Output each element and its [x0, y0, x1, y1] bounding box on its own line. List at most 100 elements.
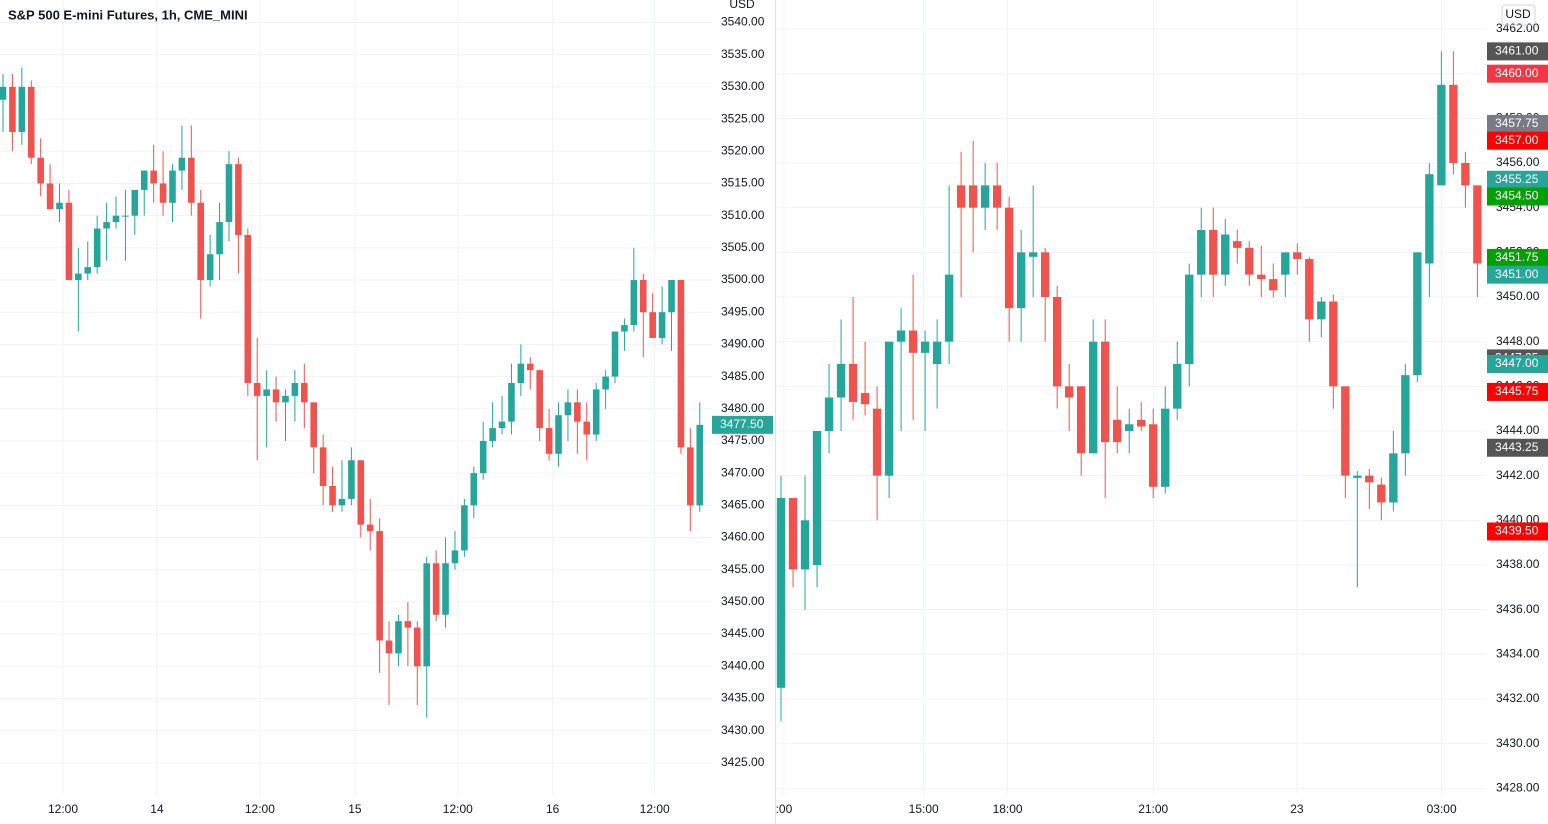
y-tick-label: 3430.00 — [721, 723, 765, 737]
candle-body — [159, 183, 167, 203]
y-tick-label: 3432.00 — [1496, 691, 1540, 705]
candle-body — [1449, 84, 1458, 164]
candle-body — [1437, 84, 1446, 186]
candle-body — [1076, 386, 1086, 454]
candle-body — [112, 215, 120, 223]
candle-body — [1088, 341, 1098, 454]
candle-body — [1125, 424, 1134, 431]
price-tag-label: 3457.00 — [1495, 133, 1539, 147]
y-tick-label: 3520.00 — [721, 143, 765, 157]
candle-body — [812, 430, 822, 565]
candle-body — [18, 86, 26, 132]
candle-body — [1040, 252, 1050, 298]
y-tick-label: 3438.00 — [1496, 557, 1540, 571]
price-tag — [1487, 131, 1548, 150]
candle-body — [602, 376, 609, 390]
price-tag-label: 3447.00 — [1495, 356, 1539, 370]
plot-area — [0, 0, 712, 795]
candle-body — [824, 397, 834, 431]
candle-body — [1401, 375, 1410, 454]
axis-unit: USD — [729, 0, 755, 11]
candle-body — [1173, 364, 1182, 409]
price-tag — [1487, 265, 1548, 284]
y-tick-label: 3475.00 — [721, 433, 765, 447]
candle-body — [216, 222, 223, 255]
candle-body — [1101, 341, 1110, 443]
candle-body — [461, 505, 468, 551]
candle-body — [310, 402, 318, 448]
axis-unit: USD — [1505, 7, 1531, 21]
candle-body — [536, 370, 543, 429]
candle-body — [1197, 230, 1206, 275]
candle-body — [9, 86, 16, 132]
candle-body — [140, 170, 148, 190]
candle-body — [1317, 301, 1326, 320]
y-tick-label: 3455.00 — [721, 562, 765, 576]
candle-body — [0, 86, 7, 100]
candle-body — [1425, 174, 1434, 264]
plot-area — [776, 0, 1487, 795]
price-tag — [1487, 355, 1548, 374]
candle-body — [1341, 386, 1350, 476]
y-tick-label: 3448.00 — [1496, 334, 1540, 348]
candle-body — [908, 330, 918, 353]
candle-body — [178, 157, 186, 171]
candle-body — [611, 331, 619, 377]
candle-body — [366, 524, 374, 532]
candle-body — [404, 621, 412, 628]
y-tick-label: 3495.00 — [721, 304, 765, 318]
candle-body — [413, 627, 421, 667]
candle-body — [517, 363, 525, 384]
candle-body — [75, 273, 82, 281]
candle-body — [1149, 424, 1158, 487]
unit-box — [1501, 4, 1536, 26]
y-tick-label: 3434.00 — [1496, 646, 1540, 660]
candle-body — [884, 341, 894, 476]
y-tick-label: 3490.00 — [721, 337, 765, 351]
y-tick-label: 3428.00 — [1496, 780, 1540, 794]
candle-body — [225, 164, 233, 223]
price-tag — [1487, 114, 1548, 133]
y-tick-label: 3505.00 — [721, 240, 765, 254]
candle-body — [872, 408, 882, 476]
x-tick-label: :00 — [776, 802, 793, 816]
price-tag-label: 3477.50 — [720, 417, 764, 431]
candle-body — [150, 170, 157, 184]
candle-body — [696, 424, 704, 506]
candle-body — [56, 202, 63, 210]
candle-body — [592, 389, 600, 435]
price-tag-label: 3445.75 — [1495, 384, 1539, 398]
candle-body — [649, 312, 656, 338]
x-tick-label: 12:00 — [48, 802, 78, 816]
y-tick-label: 3456.00 — [1496, 155, 1540, 169]
y-tick-label: 3440.00 — [721, 658, 765, 672]
price-tag-label: 3455.25 — [1495, 172, 1539, 186]
candle-body — [319, 447, 327, 487]
candle-body — [564, 402, 572, 416]
candle-body — [122, 215, 129, 217]
y-tick-label: 3435.00 — [721, 691, 765, 705]
candle-body — [956, 185, 966, 208]
candle-body — [968, 185, 978, 208]
candle-body — [442, 563, 449, 615]
candle-body — [668, 280, 675, 313]
candle-body — [470, 473, 478, 506]
price-tag-label: 3461.00 — [1495, 44, 1539, 58]
y-tick-label: 3444.00 — [1496, 423, 1540, 437]
candle-body — [395, 621, 402, 654]
candle-body — [932, 341, 942, 365]
x-tick-label: 03:00 — [1427, 802, 1457, 816]
price-tag-label: 3451.75 — [1495, 250, 1539, 264]
candle-body — [169, 170, 176, 203]
y-tick-label: 3460.00 — [721, 530, 765, 544]
candle-body — [451, 550, 459, 564]
candle-body — [639, 280, 647, 313]
candle-body — [253, 383, 261, 396]
y-tick-label: 3436.00 — [1496, 602, 1540, 616]
candle-body — [526, 363, 534, 371]
candle-body — [687, 447, 694, 506]
candle-body — [1473, 185, 1482, 264]
candle-body — [583, 421, 591, 435]
price-tag — [1487, 522, 1548, 541]
candle-body — [992, 185, 1002, 208]
